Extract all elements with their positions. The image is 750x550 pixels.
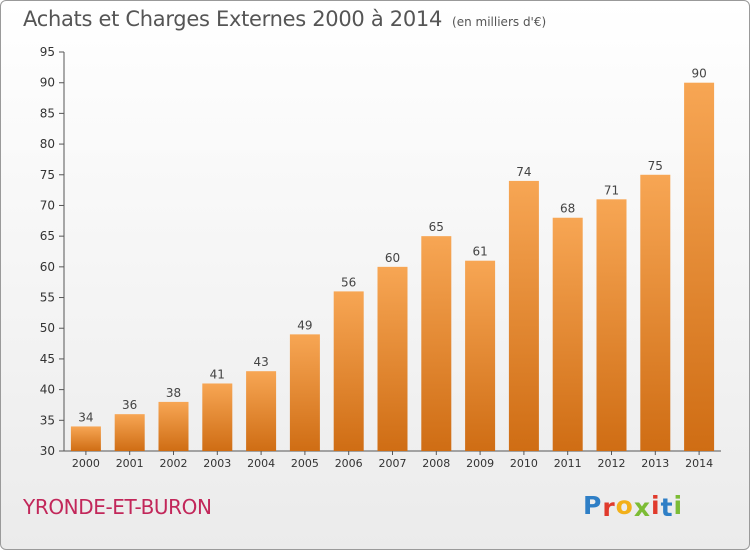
x-tick-label: 2013 <box>641 457 669 470</box>
bars <box>70 82 715 451</box>
x-tick-label: 2009 <box>466 457 494 470</box>
bar <box>640 174 671 451</box>
x-tick-label: 2007 <box>379 457 407 470</box>
logo-letter: i <box>673 491 684 520</box>
logo-letter: r <box>602 493 616 522</box>
x-tick-label: 2006 <box>335 457 363 470</box>
data-label: 65 <box>429 220 444 234</box>
y-tick-label: 55 <box>40 291 55 305</box>
chart-title-line: Achats et Charges Externes 2000 à 2014 (e… <box>23 7 546 31</box>
y-tick-label: 60 <box>40 260 55 274</box>
y-tick-label: 95 <box>40 45 55 59</box>
y-tick-label: 30 <box>40 444 55 458</box>
y-tick-label: 90 <box>40 76 55 90</box>
x-tick-label: 2014 <box>685 457 713 470</box>
bar <box>202 383 233 451</box>
x-tick-label: 2001 <box>116 457 144 470</box>
data-label: 43 <box>253 355 268 369</box>
y-tick-label: 50 <box>40 321 55 335</box>
x-tick-label: 2004 <box>247 457 275 470</box>
y-tick-label: 35 <box>40 413 55 427</box>
chart-subtitle: (en milliers d'€) <box>452 15 547 29</box>
bar <box>684 82 715 451</box>
logo-letter: i <box>651 491 661 520</box>
y-tick-label: 65 <box>40 229 55 243</box>
x-tick-label: 2000 <box>72 457 100 470</box>
bar <box>333 291 364 451</box>
bar <box>596 199 627 451</box>
bar <box>377 266 408 451</box>
y-tick-label: 85 <box>40 106 55 120</box>
data-label: 36 <box>122 398 137 412</box>
data-label: 34 <box>78 410 93 424</box>
logo-letter: P <box>583 491 603 520</box>
x-tick-label: 2003 <box>203 457 231 470</box>
value-labels: 34 36 38 41 43 49 56 60 65 61 74 68 71 75 90 <box>78 67 706 425</box>
data-label: 60 <box>385 251 400 265</box>
logo-letter: x <box>633 493 651 522</box>
y-tick-label: 40 <box>40 383 55 397</box>
data-label: 56 <box>341 275 356 289</box>
x-tick-label: 2012 <box>598 457 626 470</box>
logo-letter: o <box>615 491 634 520</box>
bar <box>421 236 452 451</box>
axes: 30 35 40 45 50 55 60 65 70 75 80 85 90 95 2000 2001 2002… <box>40 45 721 470</box>
bar <box>465 260 496 451</box>
chart-title: Achats et Charges Externes 2000 à 2014 <box>23 7 443 31</box>
logo-letter: t <box>660 493 674 522</box>
x-tick-label: 2002 <box>160 457 188 470</box>
data-label: 90 <box>691 67 706 81</box>
y-tick-label: 75 <box>40 168 55 182</box>
data-label: 68 <box>560 202 575 216</box>
proxiti-logo: Proxiti <box>583 491 684 522</box>
bar <box>246 371 277 451</box>
data-label: 38 <box>166 386 181 400</box>
x-tick-label: 2005 <box>291 457 319 470</box>
x-tick-label: 2011 <box>554 457 582 470</box>
data-label: 41 <box>210 367 225 381</box>
y-tick-label: 70 <box>40 198 55 212</box>
bar <box>508 180 539 451</box>
commune-name: YRONDE-ET-BURON <box>23 495 212 519</box>
data-label: 74 <box>516 165 531 179</box>
y-tick-label: 45 <box>40 352 55 366</box>
bar <box>552 217 583 451</box>
bar <box>70 426 101 451</box>
x-tick-label: 2010 <box>510 457 538 470</box>
bar <box>158 401 189 451</box>
x-tick-label: 2008 <box>422 457 450 470</box>
bar <box>289 334 320 451</box>
data-label: 49 <box>297 318 312 332</box>
data-label: 71 <box>604 183 619 197</box>
data-label: 61 <box>472 245 487 259</box>
y-tick-label: 80 <box>40 137 55 151</box>
data-label: 75 <box>648 159 663 173</box>
bar <box>114 414 145 451</box>
